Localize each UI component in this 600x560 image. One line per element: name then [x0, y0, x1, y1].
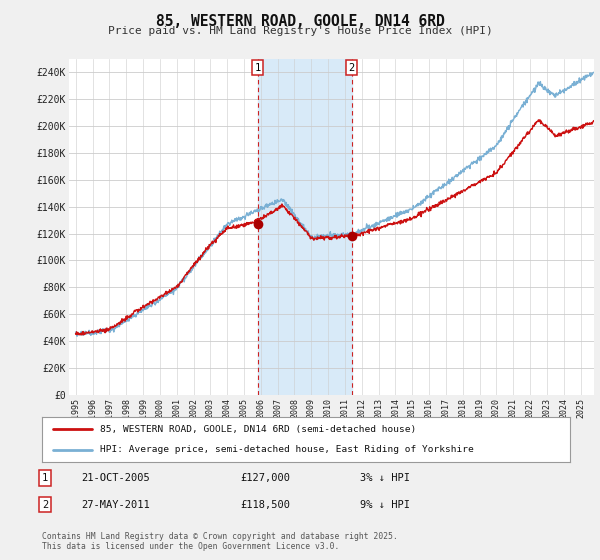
Text: Contains HM Land Registry data © Crown copyright and database right 2025.
This d: Contains HM Land Registry data © Crown c…	[42, 532, 398, 552]
Text: 1: 1	[42, 473, 48, 483]
Text: 9% ↓ HPI: 9% ↓ HPI	[360, 500, 410, 510]
Text: 2: 2	[42, 500, 48, 510]
Text: 3% ↓ HPI: 3% ↓ HPI	[360, 473, 410, 483]
Text: 85, WESTERN ROAD, GOOLE, DN14 6RD: 85, WESTERN ROAD, GOOLE, DN14 6RD	[155, 14, 445, 29]
Text: £118,500: £118,500	[240, 500, 290, 510]
Bar	[257, 59, 352, 395]
Text: 1: 1	[254, 63, 261, 73]
Text: 85, WESTERN ROAD, GOOLE, DN14 6RD (semi-detached house): 85, WESTERN ROAD, GOOLE, DN14 6RD (semi-…	[100, 425, 416, 434]
Text: 21-OCT-2005: 21-OCT-2005	[81, 473, 150, 483]
Text: HPI: Average price, semi-detached house, East Riding of Yorkshire: HPI: Average price, semi-detached house,…	[100, 445, 474, 454]
Text: 2: 2	[349, 63, 355, 73]
Text: 27-MAY-2011: 27-MAY-2011	[81, 500, 150, 510]
Text: £127,000: £127,000	[240, 473, 290, 483]
Text: Price paid vs. HM Land Registry's House Price Index (HPI): Price paid vs. HM Land Registry's House …	[107, 26, 493, 36]
